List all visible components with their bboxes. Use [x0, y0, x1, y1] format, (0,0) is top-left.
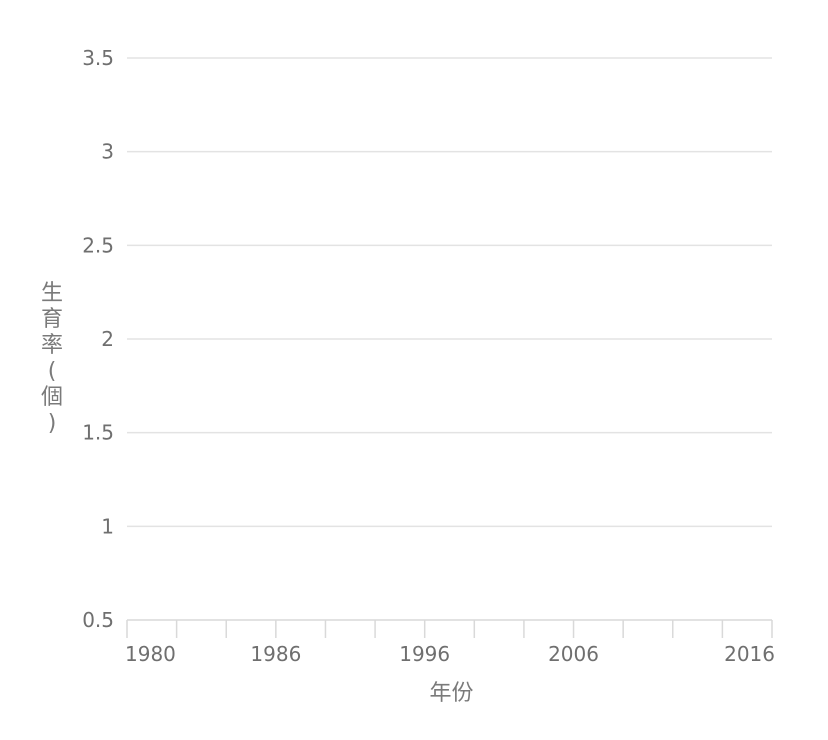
y-axis-title-char: 率	[41, 333, 63, 358]
y-tick-label: 1.5	[82, 421, 114, 445]
x-axis-ticks: 1980 1986 1996 2006 2016	[125, 620, 775, 666]
gridlines	[127, 57, 772, 528]
x-tick-label: 2016	[724, 642, 775, 666]
y-axis-title-char: (	[48, 359, 57, 384]
y-axis-title-char: )	[48, 411, 57, 436]
x-tick-label: 1980	[125, 642, 176, 666]
y-axis-title-char: 生	[41, 281, 63, 306]
y-tick-label: 3.5	[82, 46, 114, 70]
x-axis-title: 年份	[429, 681, 473, 706]
x-tick-label: 1986	[250, 642, 301, 666]
y-axis-title: 生育率(個)	[41, 281, 63, 436]
y-tick-label: 0.5	[82, 608, 114, 632]
y-tick-label: 3	[101, 140, 114, 164]
y-tick-label: 2	[101, 327, 114, 351]
y-tick-label: 2.5	[82, 233, 114, 257]
y-tick-label: 1	[101, 514, 114, 538]
x-tick-label: 2006	[548, 642, 599, 666]
y-axis-ticks: 0.5 1 1.5 2 2.5 3 3.5	[82, 46, 114, 632]
x-tick-label: 1996	[399, 642, 450, 666]
y-axis-title-char: 育	[41, 307, 63, 332]
y-axis-title-char: 個	[41, 385, 63, 410]
